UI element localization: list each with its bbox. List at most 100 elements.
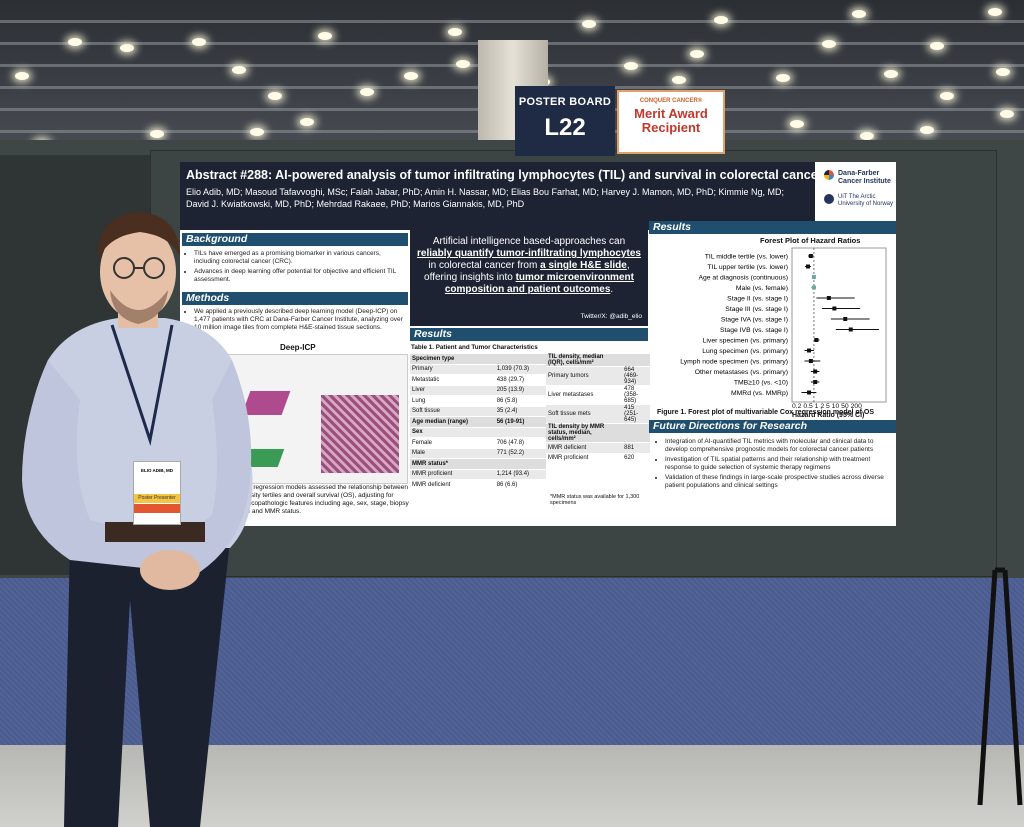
forest-axis-ticks: 0.2 0.5 1 2 5 10 50 200 (792, 403, 862, 410)
forest-xlabel: Hazard Ratio (95% CI) (792, 412, 865, 419)
table-cell-label: Specimen type (410, 354, 495, 365)
table-cell-label: Female (410, 437, 495, 449)
background-bullets: TILs have emerged as a promising biomark… (184, 250, 404, 286)
table-cell-value (494, 427, 546, 438)
tissue-slide-image-2 (237, 449, 285, 467)
results-right-heading: Results (649, 221, 896, 234)
table-cell-value (494, 354, 546, 365)
tissue-slide-image (241, 391, 291, 415)
table-cell-label: Metastatic (410, 374, 495, 386)
table-cell-value: 881 (622, 442, 650, 454)
forest-point (811, 285, 816, 290)
results-heading: Results (410, 328, 648, 341)
forest-row-label: MMRd (vs. MMRp) (731, 390, 788, 397)
ceiling-light (448, 28, 462, 36)
table-cell-value: 771 (52.2) (494, 448, 546, 459)
table-cell-value: 438 (29.7) (494, 374, 546, 386)
forest-row-label: TIL upper tertile (vs. lower) (707, 264, 788, 271)
deep-icp-figure (220, 354, 408, 484)
table-cell-value: 205 (13.9) (494, 385, 546, 396)
forest-row-label: Liver specimen (vs. primary) (703, 338, 788, 345)
forest-point (808, 254, 813, 258)
table-cell-value (622, 423, 650, 443)
table-row: Liver 205 (13.9) (410, 385, 546, 396)
table-cell-label: Male (410, 448, 495, 459)
ceiling-light (690, 50, 704, 58)
key-msg-part: Artificial intelligence based-approaches… (432, 236, 626, 247)
ceiling-light (120, 44, 134, 52)
table-cell-value: 1,214 (93.4) (494, 469, 546, 480)
logo-box: Dana-Farber Cancer Institute UiT The Arc… (816, 162, 896, 214)
table-left: Specimen type Primary 1,039 (70.3) Metastat… (410, 354, 546, 491)
ceiling-light (920, 126, 934, 134)
background-heading: Background (182, 233, 408, 246)
table-note: *MMR status was available for 1,300 spec… (550, 494, 640, 506)
uit-logo-text: UiT The Arctic University of Norway (838, 194, 894, 207)
table-row: Soft tissue 35 (2.4) (410, 406, 546, 417)
table-row: Age median (range) 56 (19-91) (410, 416, 546, 428)
table-cell-label: Liver metastases (546, 385, 623, 405)
ceiling-light (624, 62, 638, 70)
table-cell-label: MMR deficient (410, 479, 495, 491)
ceiling-light (930, 42, 944, 50)
methods-tail: Cox regression models assessed the relat… (240, 484, 409, 515)
award-org: CONQUER CANCER® (639, 98, 703, 104)
background-bullet: TILs have emerged as a promising biomark… (194, 250, 404, 266)
table-row: Lung 86 (5.8) (410, 395, 546, 407)
table-cell-value: 664 (469-934) (622, 366, 650, 386)
table-cell-value: 86 (6.6) (494, 479, 546, 491)
he-overlay-image (321, 395, 399, 473)
table-cell-value: 478 (358-685) (622, 385, 650, 405)
ceiling-light (582, 20, 596, 28)
merit-award-sign: CONQUER CANCER® Merit Award Recipient (617, 90, 725, 154)
table-cell-value: 706 (47.8) (494, 437, 546, 449)
methods-bullets: We applied a previously described deep l… (184, 308, 404, 334)
table-cell-value: 35 (2.4) (494, 406, 546, 417)
side-panel (0, 155, 150, 575)
table-row: Female 706 (47.8) (410, 437, 546, 449)
name-badge: ELIO ADIB, MD Poster Presenter (133, 461, 181, 525)
table-row: Male 771 (52.2) (410, 448, 546, 459)
ceiling-light (268, 92, 282, 100)
ceiling-light (852, 10, 866, 18)
table-cell-label: MMR status* (410, 458, 495, 470)
table-title: Table 1. Patient and Tumor Characteristi… (411, 344, 538, 351)
table-row: Specimen type (410, 354, 546, 365)
forest-caption: Figure 1. Forest plot of multivariable C… (657, 409, 875, 416)
ceiling-light (1000, 110, 1014, 118)
poster-authors: Elio Adib, MD; Masoud Tafavvoghi, MSc; F… (186, 187, 785, 209)
future-bullet: Investigation of TIL spatial patterns an… (665, 456, 896, 472)
key-msg-part: . (610, 284, 614, 295)
future-heading: Future Directions for Research (649, 420, 896, 433)
table-cell-value (494, 458, 546, 470)
table-cell-value: 1,039 (70.3) (494, 364, 546, 375)
poster-board-sign: POSTER BOARD L22 (515, 86, 615, 156)
forest-title: Forest Plot of Hazard Ratios (760, 236, 861, 245)
forest-point (843, 317, 848, 321)
forest-row-label: Age at diagnosis (continuous) (698, 275, 788, 282)
ceiling-light (988, 8, 1002, 16)
table-row: Primary 1,039 (70.3) (410, 364, 546, 375)
badge-award-strip (134, 504, 180, 513)
table-cell-value: 620 (622, 453, 650, 464)
table-cell-label: Age median (range) (410, 416, 495, 428)
table-row: MMR deficient 881 (546, 442, 650, 454)
table-row: TIL density, median (IQR), cells/mm² (546, 354, 650, 367)
ceiling-light (360, 88, 374, 96)
table-cell-label: Primary tumors (546, 366, 623, 386)
forest-point (813, 380, 818, 384)
forest-point (806, 264, 811, 269)
table-row: Metastatic 438 (29.7) (410, 374, 546, 386)
uit-logo-icon (824, 194, 834, 204)
table-row: MMR proficient 620 (546, 453, 650, 464)
easel-stand (977, 567, 1023, 806)
key-msg-emphasis: a single H&E slide (540, 260, 627, 271)
forest-point (826, 296, 831, 300)
forest-point (811, 275, 816, 279)
table-cell-label: TIL density by MMR status, median, cells… (546, 423, 623, 443)
poster-header: Abstract #288: AI-powered analysis of tu… (180, 162, 823, 230)
forest-point (807, 390, 812, 395)
award-text: Merit Award Recipient (634, 106, 708, 135)
future-bullet: Integration of AI-quantified TIL metrics… (665, 438, 896, 454)
ceiling-light (192, 38, 206, 46)
